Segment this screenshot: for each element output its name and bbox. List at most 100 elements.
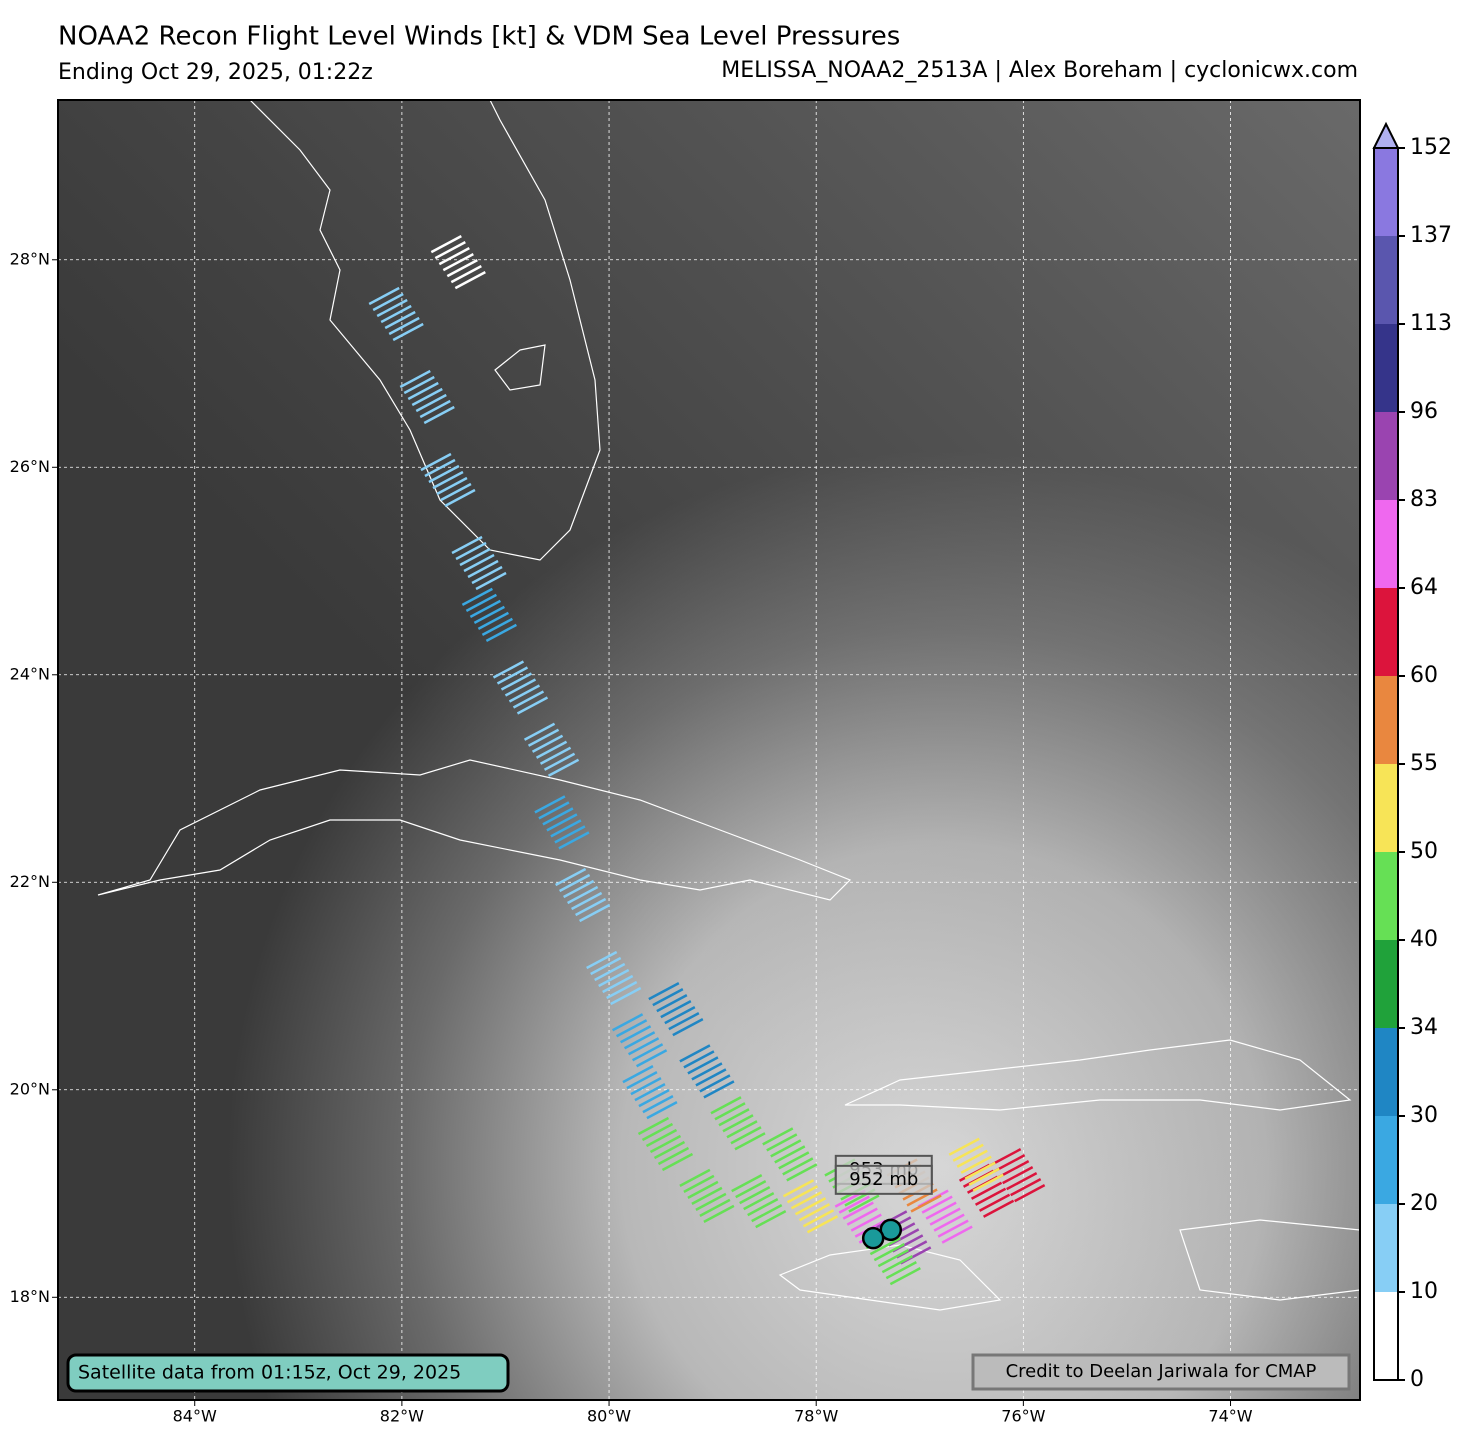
wind-barb bbox=[641, 1122, 674, 1142]
wind-barb bbox=[485, 623, 517, 643]
wind-barb bbox=[388, 316, 420, 336]
wind-barb bbox=[699, 1198, 731, 1218]
wind-barb bbox=[699, 1074, 731, 1093]
wind-barb bbox=[968, 1167, 1000, 1186]
wind-barb bbox=[444, 488, 476, 508]
wind-barb bbox=[794, 1197, 827, 1216]
subtitle-right: MELISSA_NOAA2_2513A | Alex Boreham | cyc… bbox=[721, 58, 1358, 83]
colorbar-segment bbox=[1374, 676, 1398, 764]
wind-barb bbox=[376, 298, 408, 318]
colorbar-label: 50 bbox=[1410, 839, 1438, 864]
wind-barb bbox=[668, 1012, 700, 1031]
wind-barb bbox=[586, 950, 618, 970]
wind-barb bbox=[594, 962, 626, 982]
wind-barb bbox=[635, 1049, 668, 1068]
wind-barb bbox=[718, 1108, 750, 1127]
wind-barb bbox=[679, 1044, 711, 1063]
wind-barb bbox=[420, 452, 452, 472]
wind-barb bbox=[555, 867, 587, 887]
wind-barb bbox=[434, 241, 466, 260]
wind-barb bbox=[885, 1261, 917, 1280]
wind-barb bbox=[559, 873, 591, 893]
wind-barb bbox=[546, 813, 578, 832]
y-tick-label: 20°N bbox=[10, 1079, 50, 1098]
wind-barb bbox=[451, 535, 483, 555]
wind-barb bbox=[399, 369, 431, 389]
wind-barb bbox=[634, 1083, 666, 1102]
wind-barb bbox=[477, 611, 509, 631]
wind-barb bbox=[392, 322, 424, 342]
wind-barb bbox=[512, 690, 545, 709]
wind-barb bbox=[645, 1128, 678, 1148]
wind-barb bbox=[492, 660, 525, 679]
wind-barb bbox=[933, 1213, 965, 1232]
colorbar-segment bbox=[1374, 412, 1398, 500]
wind-barb bbox=[726, 1120, 758, 1139]
wind-barb bbox=[500, 672, 533, 691]
y-tick-label: 26°N bbox=[10, 457, 50, 476]
wind-barb bbox=[786, 1185, 819, 1204]
title: NOAA2 Recon Flight Level Winds [kt] & VD… bbox=[58, 22, 900, 52]
wind-barb bbox=[368, 286, 400, 306]
wind-barb bbox=[691, 1186, 723, 1206]
wind-barb bbox=[642, 1095, 674, 1114]
wind-barb bbox=[782, 1179, 815, 1198]
x-tick-label: 82°W bbox=[380, 1407, 424, 1426]
wind-barb bbox=[790, 1191, 823, 1210]
wind-barb bbox=[1014, 1184, 1046, 1203]
wind-barb bbox=[838, 1195, 870, 1214]
colorbar-segment bbox=[1374, 1116, 1398, 1204]
y-tick-label: 18°N bbox=[10, 1287, 50, 1306]
wind-barb bbox=[972, 1173, 1004, 1192]
wind-barb bbox=[475, 571, 507, 591]
colorbar: 0 10 20 30 34 40 50 55 60 64 83 96 113 137 152 bbox=[1372, 121, 1452, 1392]
wind-barb bbox=[455, 541, 487, 561]
colorbar-label: 60 bbox=[1410, 663, 1438, 688]
pressure-label: 952 mb bbox=[849, 1169, 918, 1190]
wind-barb bbox=[471, 565, 503, 585]
wind-barb bbox=[626, 1071, 658, 1090]
wind-barb bbox=[648, 982, 680, 1001]
wind-barb bbox=[731, 1173, 763, 1193]
wind-barb bbox=[952, 1143, 984, 1162]
wind-barb bbox=[446, 259, 478, 278]
wind-barb bbox=[687, 1180, 719, 1200]
wind-barb bbox=[606, 980, 638, 1000]
wind-barb bbox=[465, 593, 497, 613]
wind-barb bbox=[442, 253, 474, 272]
wind-barb bbox=[679, 1168, 711, 1188]
colorbar-label: 55 bbox=[1410, 751, 1438, 776]
wind-barb bbox=[734, 1132, 766, 1151]
wind-barb bbox=[454, 271, 486, 290]
wind-barb bbox=[751, 1203, 783, 1223]
wind-barb bbox=[403, 375, 435, 395]
wind-barb bbox=[459, 547, 491, 567]
map-area bbox=[58, 100, 1360, 1400]
wind-barb bbox=[798, 1203, 831, 1222]
wind-barb bbox=[842, 1201, 874, 1220]
colorbar-label: 152 bbox=[1410, 135, 1452, 160]
colorbar-label: 83 bbox=[1410, 487, 1438, 512]
wind-barb bbox=[948, 1137, 980, 1156]
cloud-band bbox=[58, 100, 1360, 1400]
wind-barb bbox=[623, 1031, 656, 1050]
satellite-note-box bbox=[66, 1353, 510, 1393]
wind-barb bbox=[850, 1213, 882, 1232]
colorbar-label: 0 bbox=[1410, 1367, 1424, 1392]
wind-barb bbox=[627, 1037, 660, 1056]
wind-barb bbox=[778, 1151, 810, 1170]
wind-barb bbox=[554, 825, 586, 844]
wind-barb bbox=[664, 1006, 696, 1025]
wind-barb bbox=[550, 819, 582, 838]
wind-barb bbox=[602, 974, 634, 994]
wind-barb bbox=[964, 1161, 996, 1180]
satellite-note: Satellite data from 01:15z, Oct 29, 2025 bbox=[78, 1362, 461, 1384]
y-tick-label: 28°N bbox=[10, 249, 50, 268]
wind-barb bbox=[438, 247, 470, 266]
colorbar-segment bbox=[1374, 1028, 1398, 1116]
colorbar-segment bbox=[1374, 1204, 1398, 1292]
wind-barb bbox=[571, 891, 603, 911]
wind-barb bbox=[473, 605, 505, 625]
colorbar-segment bbox=[1374, 588, 1398, 676]
